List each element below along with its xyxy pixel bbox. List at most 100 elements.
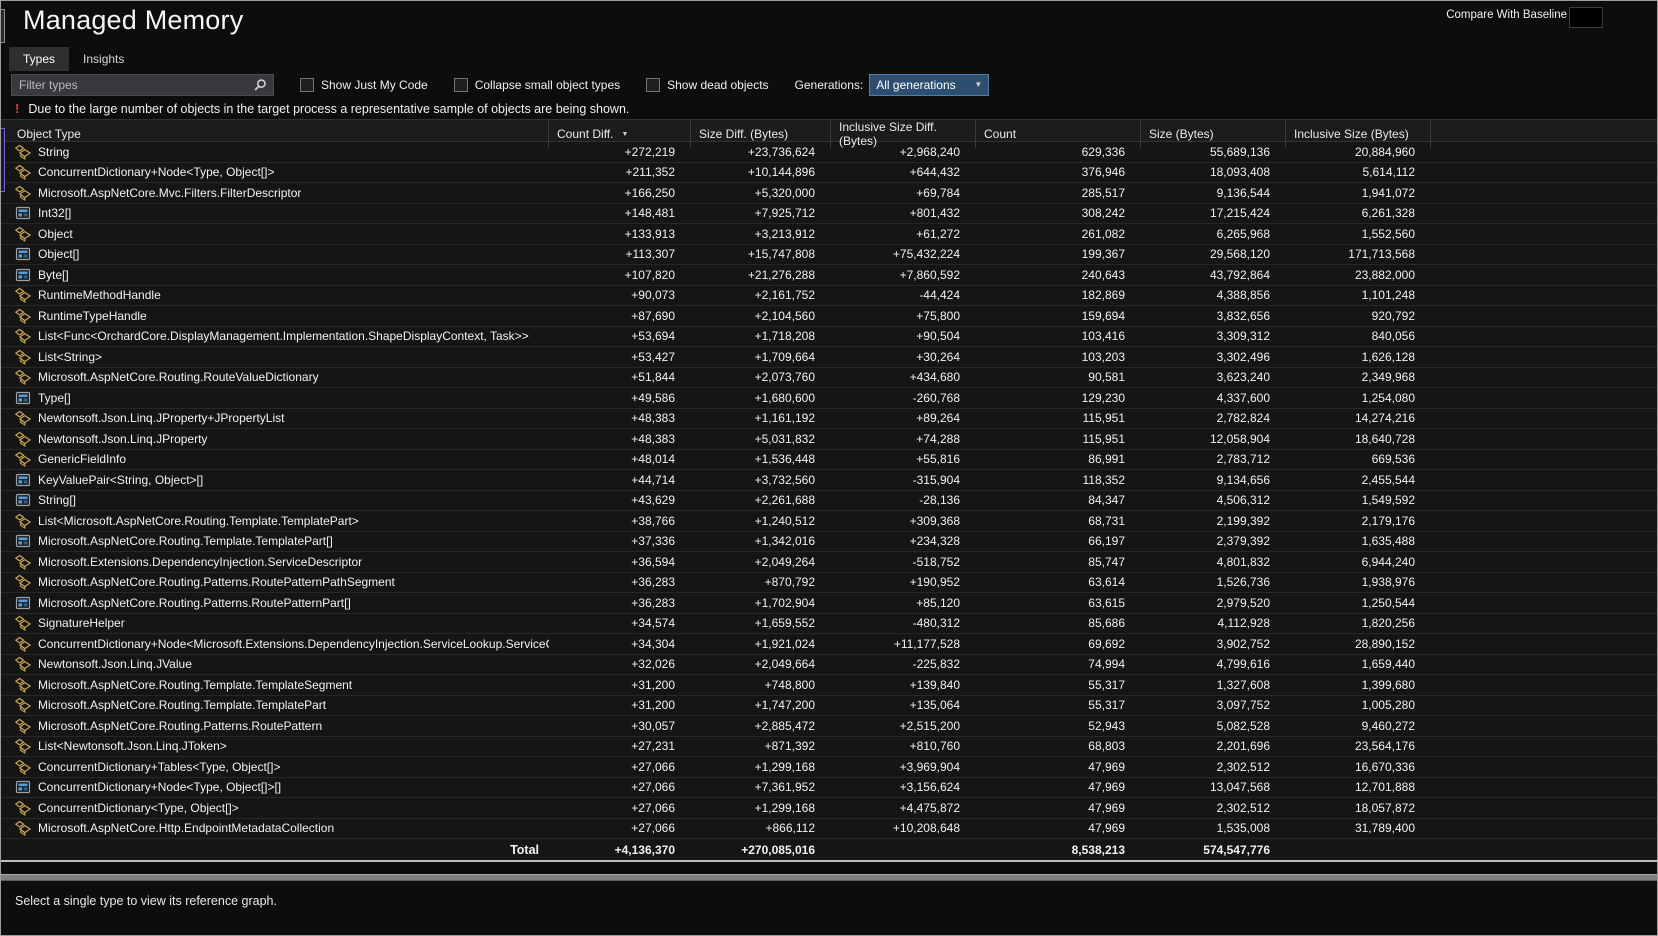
table-row[interactable]: Microsoft.Extensions.DependencyInjection… — [1, 552, 1657, 573]
size-cell: 2,979,520 — [1216, 595, 1270, 610]
inclusive-size-diff-cell: +69,784 — [916, 185, 960, 200]
table-row[interactable]: Microsoft.AspNetCore.Routing.Patterns.Ro… — [1, 593, 1657, 614]
table-row[interactable]: Newtonsoft.Json.Linq.JProperty +48,383 +… — [1, 429, 1657, 450]
table-row[interactable]: List<Func<OrchardCore.DisplayManagement.… — [1, 327, 1657, 347]
class-icon — [14, 328, 32, 345]
column-header-count[interactable]: Count — [976, 120, 1141, 148]
array-icon — [15, 267, 31, 283]
object-type-cell: String[] — [1, 492, 549, 508]
table-row[interactable]: ConcurrentDictionary+Node<Microsoft.Exte… — [1, 634, 1657, 655]
filter-types-input[interactable]: Filter types — [11, 73, 274, 96]
count-cell: 129,230 — [1081, 390, 1125, 405]
table-row[interactable]: Object +133,913 +3,213,912 +61,272 261,0… — [1, 224, 1657, 245]
table-row[interactable]: SignatureHelper +34,574 +1,659,552 -480,… — [1, 614, 1657, 634]
size-cell: 13,047,568 — [1209, 780, 1270, 795]
column-header-object-type[interactable]: Object Type — [1, 120, 549, 148]
class-icon — [14, 164, 32, 181]
compare-with-baseline[interactable]: Compare With Baseline — [1446, 7, 1603, 28]
object-type-name: Microsoft.AspNetCore.Http.EndpointMetada… — [38, 821, 335, 836]
checkbox-show-dead-objects[interactable]: Show dead objects — [646, 77, 769, 92]
size-diff-cell: +2,073,760 — [754, 370, 815, 385]
generations-dropdown[interactable]: All generations ▼ — [869, 73, 990, 96]
column-header-count-diff[interactable]: Count Diff. ▼ — [549, 120, 691, 148]
count-cell: 47,969 — [1088, 800, 1125, 815]
array-icon — [15, 390, 31, 406]
table-row[interactable]: Microsoft.AspNetCore.Routing.Patterns.Ro… — [1, 716, 1657, 737]
count-diff-cell: +48,383 — [631, 411, 675, 426]
table-row[interactable]: Microsoft.AspNetCore.Routing.Template.Te… — [1, 675, 1657, 696]
table-row[interactable]: Type[] +49,586 +1,680,600 -260,768 129,2… — [1, 388, 1657, 409]
size-diff-cell: +7,925,712 — [754, 206, 815, 221]
size-cell: 3,309,312 — [1216, 329, 1270, 344]
table-row[interactable]: Int32[] +148,481 +7,925,712 +801,432 308… — [1, 204, 1657, 224]
compare-baseline-dropdown[interactable] — [1569, 7, 1603, 28]
class-icon — [14, 308, 32, 324]
table-row[interactable]: Newtonsoft.Json.Linq.JValue +32,026 +2,0… — [1, 655, 1657, 675]
table-row[interactable]: GenericFieldInfo +48,014 +1,536,448 +55,… — [1, 450, 1657, 470]
table-row[interactable]: Microsoft.AspNetCore.Mvc.Filters.FilterD… — [1, 183, 1657, 204]
table-row[interactable]: List<Microsoft.AspNetCore.Routing.Templa… — [1, 511, 1657, 532]
tab-insights[interactable]: Insights — [83, 52, 125, 66]
object-type-cell: ConcurrentDictionary+Node<Microsoft.Exte… — [1, 636, 549, 652]
table-row[interactable]: ConcurrentDictionary+Node<Type, Object[]… — [1, 163, 1657, 183]
array-icon — [15, 492, 31, 508]
tab-types[interactable]: Types — [9, 47, 70, 71]
size-diff-cell: +2,104,560 — [754, 308, 815, 323]
inclusive-size-cell: 6,261,328 — [1361, 206, 1415, 221]
size-diff-cell: +3,213,912 — [754, 226, 815, 241]
size-cell: 4,801,832 — [1216, 554, 1270, 569]
table-row[interactable]: KeyValuePair<String, Object>[] +44,714 +… — [1, 470, 1657, 491]
table-row[interactable]: RuntimeTypeHandle +87,690 +2,104,560 +75… — [1, 306, 1657, 327]
total-size-diff: +270,085,016 — [741, 842, 815, 857]
table-row[interactable]: ConcurrentDictionary+Tables<Type, Object… — [1, 757, 1657, 778]
inclusive-size-diff-cell: -44,424 — [919, 288, 960, 303]
class-icon — [14, 554, 32, 570]
inclusive-size-cell: 5,614,112 — [1362, 165, 1416, 180]
table-row[interactable]: Microsoft.AspNetCore.Routing.Template.Te… — [1, 532, 1657, 552]
table-row[interactable]: ConcurrentDictionary+Node<Type, Object[]… — [1, 778, 1657, 798]
checkbox-show-just-my-code[interactable]: Show Just My Code — [300, 77, 428, 92]
splitter-handle[interactable] — [1, 874, 1657, 881]
object-type-cell: Microsoft.Extensions.DependencyInjection… — [1, 554, 549, 570]
column-header-size[interactable]: Size (Bytes) — [1141, 120, 1286, 148]
table-row[interactable]: Byte[] +107,820 +21,276,288 +7,860,592 2… — [1, 265, 1657, 286]
search-icon[interactable] — [253, 78, 267, 92]
size-diff-cell: +1,299,168 — [754, 759, 815, 774]
array-icon — [15, 779, 31, 795]
total-label: Total — [510, 842, 539, 857]
column-header-size-diff[interactable]: Size Diff. (Bytes) — [691, 120, 831, 148]
object-type-name: List<String> — [38, 349, 103, 364]
checkbox-box[interactable] — [453, 77, 468, 92]
class-icon — [14, 451, 32, 468]
table-row[interactable]: List<Newtonsoft.Json.Linq.JToken> +27,23… — [1, 737, 1657, 757]
inclusive-size-cell: 12,701,888 — [1354, 780, 1415, 795]
class-icon — [14, 636, 32, 652]
table-row[interactable]: RuntimeMethodHandle +90,073 +2,161,752 -… — [1, 286, 1657, 306]
class-icon — [14, 513, 32, 529]
count-diff-cell: +34,574 — [631, 616, 675, 631]
inclusive-size-diff-cell: +2,968,240 — [899, 144, 960, 159]
table-row[interactable]: Microsoft.AspNetCore.Http.EndpointMetada… — [1, 819, 1657, 839]
checkbox-box[interactable] — [300, 77, 314, 92]
table-row[interactable]: Microsoft.AspNetCore.Routing.Template.Te… — [1, 696, 1657, 716]
column-header-inclusive-size[interactable]: Inclusive Size (Bytes) — [1286, 120, 1431, 148]
count-cell: 629,336 — [1081, 144, 1125, 159]
table-row[interactable]: Microsoft.AspNetCore.Routing.RouteValueD… — [1, 368, 1657, 388]
class-icon — [14, 369, 32, 386]
column-header-inclusive-size-diff[interactable]: Inclusive Size Diff. (Bytes) — [831, 120, 976, 148]
table-row[interactable]: List<String> +53,427 +1,709,664 +30,264 … — [1, 347, 1657, 368]
class-icon — [14, 759, 32, 775]
object-type-cell: Int32[] — [1, 205, 549, 221]
checkbox-box[interactable] — [646, 77, 661, 92]
table-row[interactable]: Microsoft.AspNetCore.Routing.Patterns.Ro… — [1, 573, 1657, 593]
table-row[interactable]: ConcurrentDictionary<Type, Object[]> +27… — [1, 798, 1657, 819]
checkbox-collapse-small-object-types[interactable]: Collapse small object types — [453, 77, 620, 92]
table-row[interactable]: String[] +43,629 +2,261,688 -28,136 84,3… — [1, 491, 1657, 511]
size-diff-cell: +1,718,208 — [754, 329, 815, 344]
table-row[interactable]: Object[] +113,307 +15,747,808 +75,432,22… — [1, 245, 1657, 265]
count-cell: 52,943 — [1088, 718, 1125, 733]
size-cell: 4,112,928 — [1217, 616, 1271, 631]
count-cell: 85,686 — [1088, 616, 1125, 631]
table-row[interactable]: String +272,219 +23,736,624 +2,968,240 6… — [1, 142, 1657, 163]
table-row[interactable]: Newtonsoft.Json.Linq.JProperty+JProperty… — [1, 409, 1657, 429]
